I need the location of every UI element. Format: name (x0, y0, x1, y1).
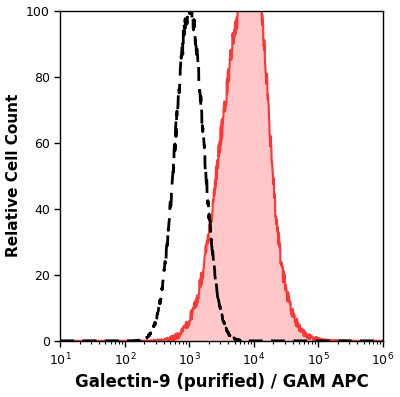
Y-axis label: Relative Cell Count: Relative Cell Count (6, 94, 20, 257)
X-axis label: Galectin-9 (purified) / GAM APC: Galectin-9 (purified) / GAM APC (75, 374, 368, 391)
